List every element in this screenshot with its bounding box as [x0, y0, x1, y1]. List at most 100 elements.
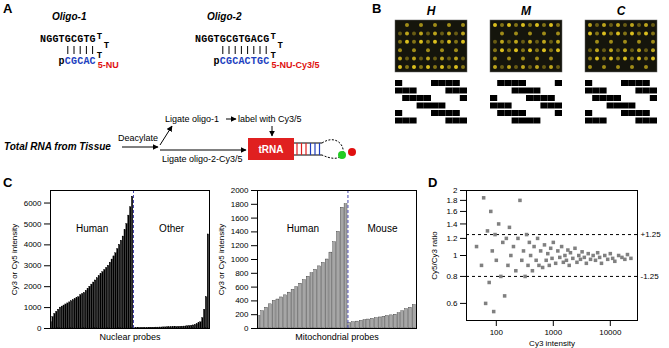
- svg-text:1000: 1000: [24, 303, 42, 312]
- svg-text:+1.25: +1.25: [641, 230, 662, 239]
- svg-text:Deacylate: Deacylate: [118, 133, 158, 143]
- svg-text:A: A: [3, 1, 13, 16]
- svg-text:T: T: [104, 41, 110, 51]
- svg-text:G: G: [90, 34, 96, 45]
- svg-text:Cy3 or Cy5 intensity: Cy3 or Cy5 intensity: [217, 224, 226, 296]
- svg-text:10000: 10000: [599, 328, 622, 337]
- svg-text:C: C: [263, 56, 269, 67]
- svg-text:Ligate oligo-1: Ligate oligo-1: [165, 114, 219, 124]
- svg-text:C: C: [220, 56, 226, 67]
- svg-text:1000: 1000: [544, 328, 562, 337]
- svg-text:G: G: [263, 34, 269, 45]
- svg-text:T: T: [270, 32, 276, 42]
- svg-text:G: G: [77, 34, 83, 45]
- svg-text:B: B: [372, 1, 381, 16]
- svg-text:Mitochondrial probes: Mitochondrial probes: [295, 332, 379, 342]
- svg-text:Oligo-2: Oligo-2: [207, 11, 242, 22]
- svg-text:C: C: [257, 34, 263, 45]
- svg-text:1600: 1600: [231, 214, 249, 223]
- svg-text:M: M: [521, 4, 532, 18]
- svg-text:tRNA: tRNA: [259, 144, 284, 155]
- svg-text:Other: Other: [159, 223, 185, 234]
- svg-text:2000: 2000: [231, 186, 249, 195]
- svg-text:C: C: [71, 34, 77, 45]
- svg-text:1.4: 1.4: [446, 220, 458, 229]
- svg-text:p: p: [59, 56, 65, 67]
- svg-text:C: C: [617, 4, 626, 18]
- svg-text:T: T: [251, 56, 257, 67]
- svg-text:Oligo-1: Oligo-1: [52, 11, 87, 22]
- svg-text:C: C: [3, 175, 13, 190]
- svg-text:Human: Human: [76, 223, 108, 234]
- svg-text:2: 2: [453, 186, 458, 195]
- svg-text:400: 400: [235, 296, 249, 305]
- svg-text:Total RNA from Tissue: Total RNA from Tissue: [4, 141, 111, 152]
- svg-text:0.6: 0.6: [446, 299, 458, 308]
- svg-text:G: G: [71, 56, 77, 67]
- svg-text:6000: 6000: [24, 199, 42, 208]
- svg-text:C: C: [90, 56, 96, 67]
- svg-text:1.2: 1.2: [446, 234, 458, 243]
- svg-text:A: A: [238, 56, 244, 67]
- svg-text:T: T: [59, 34, 65, 45]
- svg-text:100: 100: [490, 328, 504, 337]
- svg-text:T: T: [97, 51, 103, 61]
- svg-text:Cy3 or Cy5 intensity: Cy3 or Cy5 intensity: [10, 224, 19, 296]
- svg-text:H: H: [427, 4, 436, 18]
- svg-text:Nuclear probes: Nuclear probes: [99, 332, 161, 342]
- svg-text:-1.25: -1.25: [641, 272, 660, 281]
- svg-text:G: G: [207, 34, 213, 45]
- svg-text:1200: 1200: [231, 241, 249, 250]
- svg-text:1800: 1800: [231, 200, 249, 209]
- svg-text:T: T: [97, 32, 103, 42]
- svg-text:G: G: [257, 56, 263, 67]
- svg-text:Ligate oligo-2-Cy3/5: Ligate oligo-2-Cy3/5: [162, 154, 243, 164]
- svg-text:C: C: [226, 34, 232, 45]
- svg-text:G: G: [220, 34, 226, 45]
- svg-text:0: 0: [37, 324, 42, 333]
- svg-text:800: 800: [235, 269, 249, 278]
- svg-text:Human: Human: [287, 223, 319, 234]
- svg-text:G: G: [245, 34, 251, 45]
- svg-text:A: A: [251, 34, 257, 45]
- svg-text:5000: 5000: [24, 220, 42, 229]
- svg-text:A: A: [83, 56, 89, 67]
- svg-text:D: D: [428, 175, 437, 190]
- svg-text:5-NU: 5-NU: [98, 60, 119, 70]
- svg-text:4000: 4000: [24, 240, 42, 249]
- svg-text:C: C: [232, 56, 238, 67]
- svg-text:3000: 3000: [24, 261, 42, 270]
- svg-text:Mouse: Mouse: [367, 223, 397, 234]
- svg-text:T: T: [277, 41, 283, 51]
- svg-text:T: T: [238, 34, 244, 45]
- svg-text:1.8: 1.8: [446, 196, 458, 205]
- svg-text:1.6: 1.6: [446, 207, 458, 216]
- svg-text:G: G: [52, 34, 58, 45]
- svg-text:N: N: [40, 34, 46, 45]
- svg-text:Cy3 intensity: Cy3 intensity: [529, 339, 575, 348]
- svg-text:G: G: [65, 34, 71, 45]
- svg-text:C: C: [77, 56, 83, 67]
- svg-text:600: 600: [235, 283, 249, 292]
- svg-text:1400: 1400: [231, 227, 249, 236]
- svg-text:G: G: [232, 34, 238, 45]
- svg-text:label with Cy3/5: label with Cy3/5: [238, 114, 302, 124]
- svg-text:G: G: [46, 34, 52, 45]
- svg-text:0.8: 0.8: [446, 272, 458, 281]
- svg-text:1: 1: [453, 251, 458, 260]
- svg-text:5-NU-Cy3/5: 5-NU-Cy3/5: [271, 60, 319, 70]
- svg-text:C: C: [65, 56, 71, 67]
- svg-text:p: p: [214, 56, 220, 67]
- svg-text:N: N: [195, 34, 201, 45]
- svg-text:T: T: [270, 51, 276, 61]
- svg-text:T: T: [83, 34, 89, 45]
- svg-text:G: G: [201, 34, 207, 45]
- svg-text:1000: 1000: [231, 255, 249, 264]
- svg-text:200: 200: [235, 310, 249, 319]
- svg-text:Cy5/Cy3 ratio: Cy5/Cy3 ratio: [430, 231, 439, 280]
- svg-text:2000: 2000: [24, 282, 42, 291]
- svg-text:C: C: [245, 56, 251, 67]
- svg-text:T: T: [214, 34, 220, 45]
- svg-text:G: G: [226, 56, 232, 67]
- svg-text:0: 0: [244, 324, 249, 333]
